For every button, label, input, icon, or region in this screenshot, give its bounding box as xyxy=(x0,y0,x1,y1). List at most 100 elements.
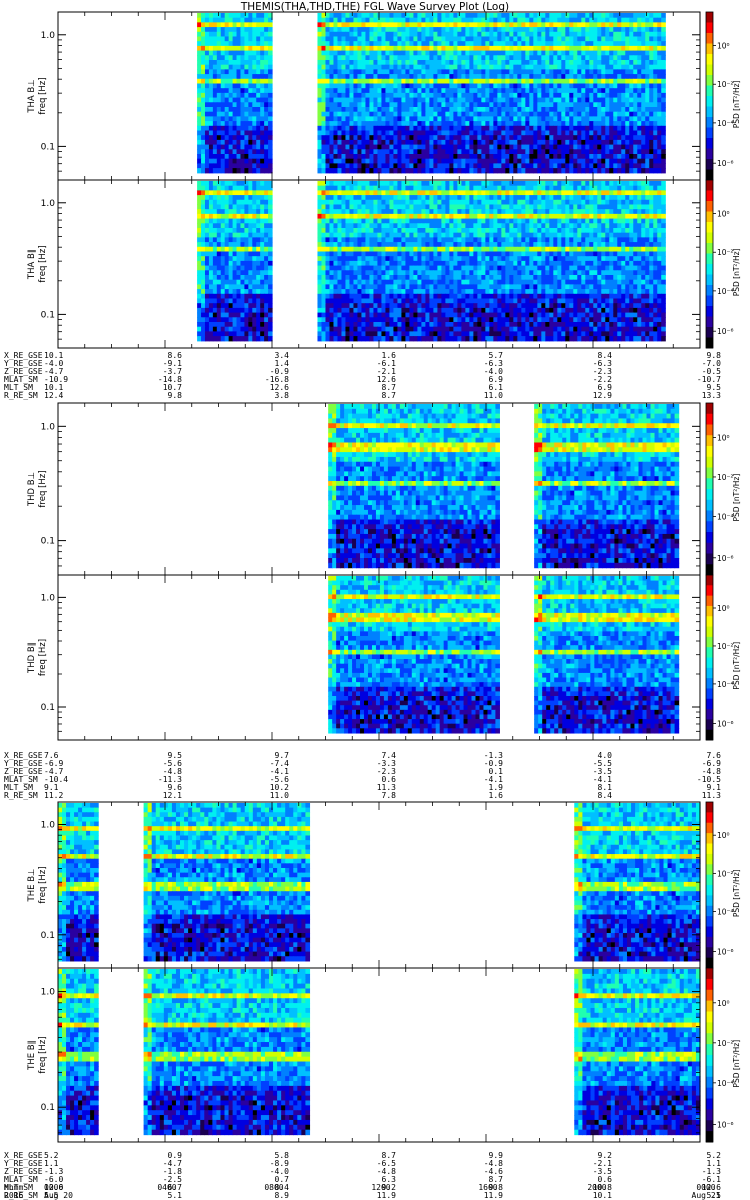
ephemeris-value: -6.9 xyxy=(701,759,721,768)
spectrogram-data xyxy=(58,969,701,1136)
ephemeris-value: -4.8 xyxy=(376,1167,396,1176)
data-segment xyxy=(328,404,500,569)
ephemeris-value: 1.1 xyxy=(706,1159,721,1168)
plot-title: THEMIS(THA,THD,THE) FGL Wave Survey Plot… xyxy=(240,1,510,13)
ephemeris-value: 8.4 xyxy=(597,791,612,800)
ephemeris-value: 5.7 xyxy=(488,351,503,360)
ephemeris-value: 11.9 xyxy=(483,1191,503,1200)
ephemeris-value: -5.6 xyxy=(269,775,289,784)
freq-tick-label: 1.0 xyxy=(41,593,56,603)
ephemeris-row-label: Z_RE_GSE xyxy=(4,767,43,776)
ephemeris-value: 0.6 xyxy=(597,1175,612,1184)
freq-axis-label: freq [Hz] xyxy=(38,639,48,676)
freq-axis-label: freq [Hz] xyxy=(38,245,48,282)
colorbar-tick-label: 10⁻⁶ xyxy=(717,159,734,168)
colorbar-label: PSD [nT²/Hz] xyxy=(732,248,741,296)
ephemeris-value: 10.8 xyxy=(592,1183,612,1192)
year-label: 2016 xyxy=(4,1191,24,1200)
ephemeris-value: 0.6 xyxy=(381,775,396,784)
colorbar-label: PSD [nT²/Hz] xyxy=(732,869,741,917)
probe-component-label: THD B∥ xyxy=(27,642,37,674)
time-tick-label: 0800 xyxy=(264,1183,284,1192)
ephemeris-value: 9.2 xyxy=(597,1151,612,1160)
time-tick-label: 0000 xyxy=(44,1183,64,1192)
colorbar-tick-label: 10⁻⁶ xyxy=(717,947,734,956)
colorbar-tick-label: 10⁻⁶ xyxy=(717,327,734,336)
colorbar-tick-label: 10⁻⁴ xyxy=(717,513,734,522)
ephemeris-value: -4.7 xyxy=(44,767,64,776)
ephemeris-value: -4.1 xyxy=(483,775,503,784)
ephemeris-value: -9.1 xyxy=(162,359,182,368)
ephemeris-value: 1.6 xyxy=(381,351,396,360)
ephemeris-value: -0.9 xyxy=(269,367,289,376)
ephemeris-row-label: Z_RE_GSE xyxy=(4,367,43,376)
ephemeris-value: 10.2 xyxy=(269,783,289,792)
colorbar-tick-label: 10⁻⁴ xyxy=(717,908,734,917)
colorbar-tick-label: 10⁻⁴ xyxy=(717,287,734,296)
ephemeris-value: 5.1 xyxy=(167,1191,182,1200)
colorbar-label: PSD [nT²/Hz] xyxy=(732,642,741,690)
colorbar-tick-label: 10⁻⁶ xyxy=(717,720,734,729)
colorbar-tick-label: 10⁰ xyxy=(717,831,730,840)
ephemeris-value: -1.3 xyxy=(701,1167,721,1176)
ephemeris-value: 7.8 xyxy=(381,791,396,800)
freq-tick-label: 0.1 xyxy=(41,537,55,547)
ephemeris-row-label: MLAT_SM xyxy=(4,375,38,384)
probe-component-label: THA B∥ xyxy=(27,249,37,280)
spectrogram-data xyxy=(328,575,680,734)
spectrogram-data xyxy=(197,12,666,174)
ephemeris-value: 4.0 xyxy=(597,751,612,760)
ephemeris-value: 10.1 xyxy=(44,383,64,392)
ephemeris-value: 11.2 xyxy=(44,791,64,800)
ephemeris-value: -10.7 xyxy=(696,375,721,384)
ephemeris-row-label: R_RE_SM xyxy=(4,791,38,800)
ephemeris-value: 8.4 xyxy=(274,1183,289,1192)
colorbar-tick-label: 10⁻² xyxy=(717,248,734,257)
freq-tick-label: 1.0 xyxy=(41,422,56,432)
colorbar: 10⁰ 10⁻² 10⁻⁴ 10⁻⁶ PSD [nT²/Hz] xyxy=(705,402,741,576)
time-tick-label: 1600 xyxy=(478,1183,498,1192)
ephemeris-value: -4.7 xyxy=(162,1159,182,1168)
freq-tick-label: 1.0 xyxy=(41,31,56,41)
ephemeris-value: 1.1 xyxy=(44,1159,59,1168)
data-segment xyxy=(197,12,273,174)
data-segment xyxy=(317,12,666,174)
freq-tick-label: 0.1 xyxy=(41,703,55,713)
time-tick-label: 2000 xyxy=(587,1183,607,1192)
ephemeris-row-label: Z_RE_GSE xyxy=(4,1167,43,1176)
ephemeris-value: -16.8 xyxy=(264,375,289,384)
ephemeris-value: 9.5 xyxy=(167,751,182,760)
data-segment xyxy=(534,404,680,569)
ephemeris-row-label: R_RE_SM xyxy=(4,391,38,400)
colorbar-tick-label: 10⁻² xyxy=(717,1039,734,1048)
ephemeris-value: -0.5 xyxy=(701,367,721,376)
ephemeris-value: 10.1 xyxy=(44,351,64,360)
ephemeris-value: -1.3 xyxy=(44,1167,64,1176)
ephemeris-value: -5.5 xyxy=(592,759,612,768)
ephemeris-value: -2.2 xyxy=(592,375,612,384)
ephemeris-value: 0.7 xyxy=(274,1175,289,1184)
ephemeris-value: 11.0 xyxy=(483,391,503,400)
ephemeris-value: 9.8 xyxy=(167,391,182,400)
ephemeris-value: -2.3 xyxy=(592,367,612,376)
ephemeris-value: 6.9 xyxy=(597,383,612,392)
ephemeris-value: 11.3 xyxy=(701,791,721,800)
colorbar-tick-label: 10⁰ xyxy=(717,42,730,51)
ephemeris-value: 6.3 xyxy=(381,1175,396,1184)
ephemeris-value: 8.1 xyxy=(597,783,612,792)
ephemeris-value: -5.6 xyxy=(162,759,182,768)
colorbar-tick-label: 10⁻⁴ xyxy=(717,1079,734,1088)
ephemeris-row-label: MLT_SM xyxy=(4,783,33,792)
ephemeris-value: 8.7 xyxy=(381,391,396,400)
freq-tick-label: 1.0 xyxy=(41,988,56,998)
ephemeris-value: 11.0 xyxy=(269,791,289,800)
data-segment xyxy=(534,575,680,734)
ephemeris-value: -6.1 xyxy=(376,359,396,368)
colorbar-tick-label: 10⁻⁶ xyxy=(717,1121,734,1130)
ephemeris-value: 9.1 xyxy=(706,783,721,792)
ephemeris-row-label: X_RE_GSE xyxy=(4,1151,43,1160)
ephemeris-value: 12.6 xyxy=(376,375,396,384)
ephemeris-value: 12.4 xyxy=(44,391,64,400)
ephemeris-value: 5.5 xyxy=(44,1191,59,1200)
ephemeris-value: -2.3 xyxy=(376,767,396,776)
